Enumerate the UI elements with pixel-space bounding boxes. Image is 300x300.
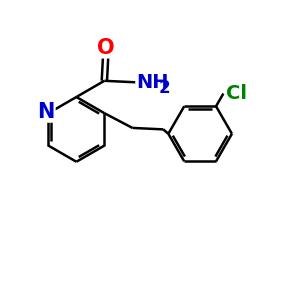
Text: Cl: Cl [226,84,247,103]
Text: O: O [97,38,115,58]
Text: 2: 2 [158,79,170,97]
Text: NH: NH [137,73,169,92]
Text: N: N [37,102,55,122]
